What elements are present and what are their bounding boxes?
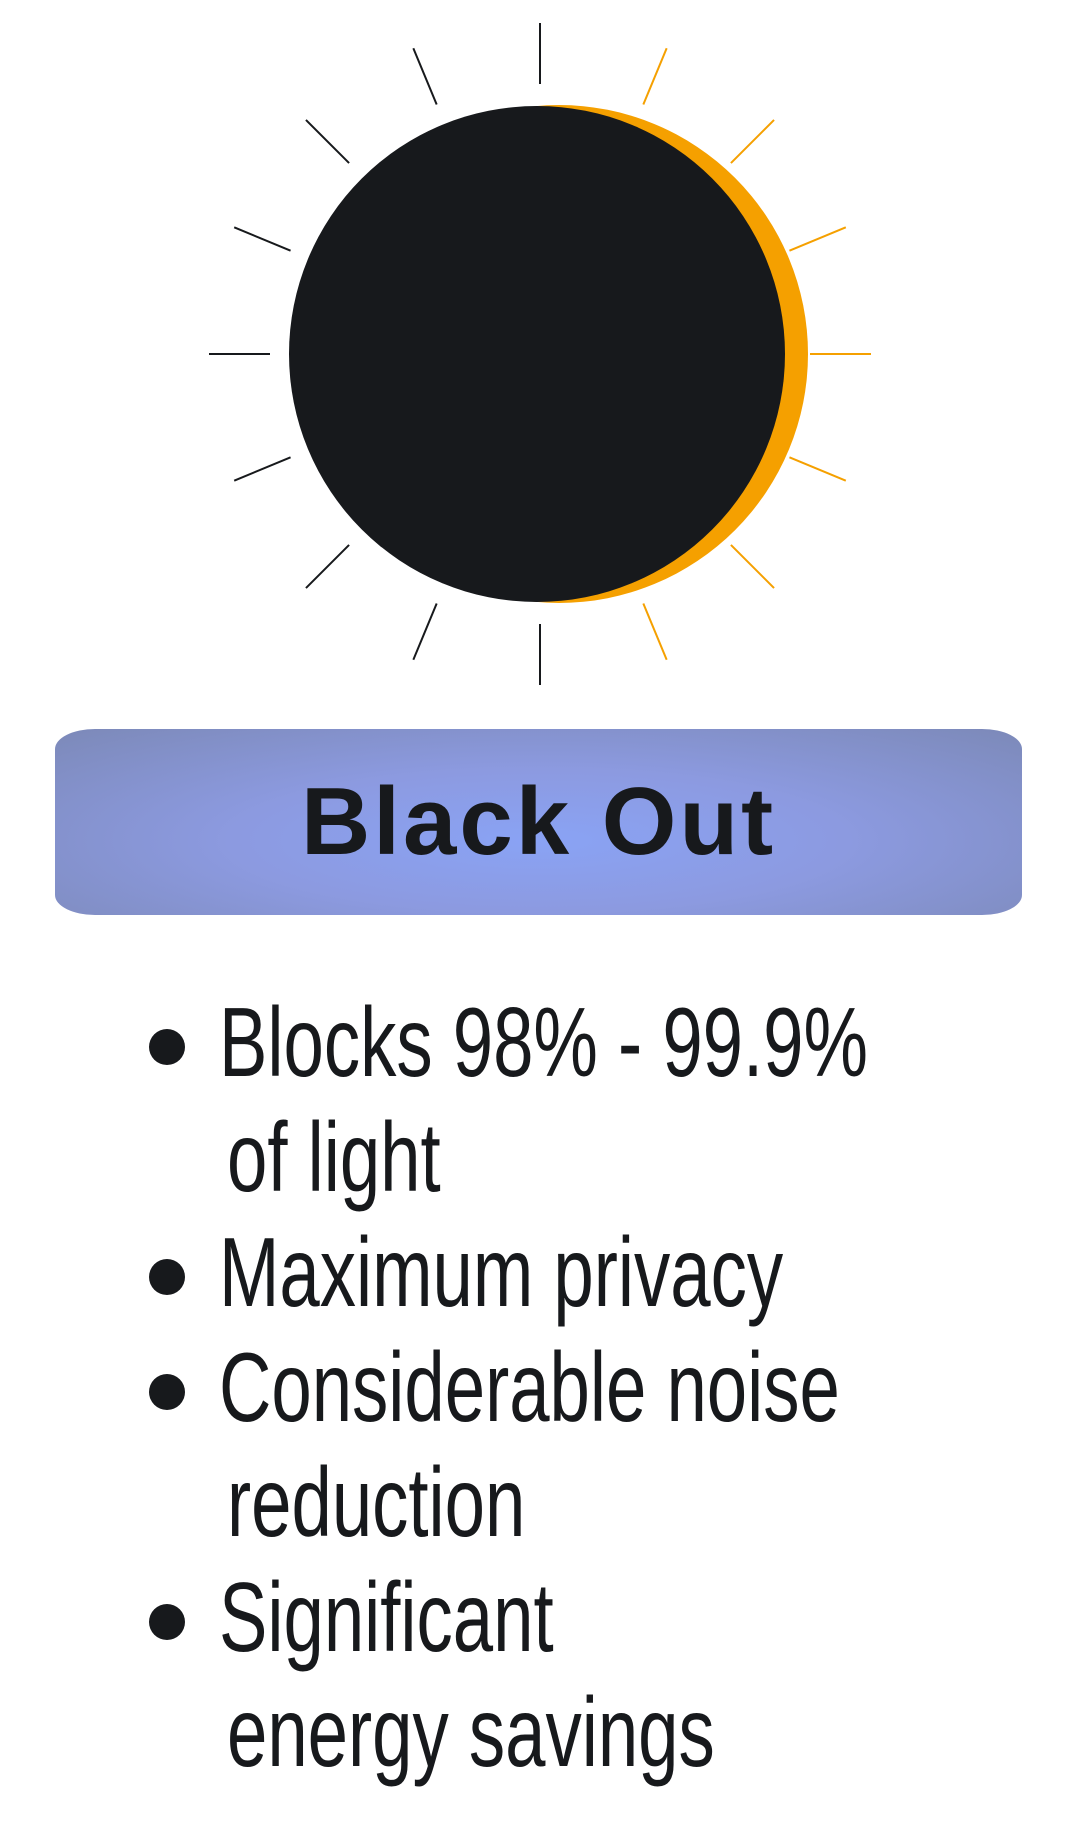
sun-ray — [789, 456, 847, 482]
bullet-icon — [149, 1029, 185, 1065]
sun-ray — [789, 226, 847, 252]
feature-text: Maximum privacy — [219, 1217, 784, 1327]
feature-list: Blocks 98% - 99.9% of light Maximum priv… — [0, 985, 1080, 1790]
sun-ray — [412, 47, 438, 105]
feature-text: reduction — [227, 1447, 526, 1557]
list-item: Blocks 98% - 99.9% of light — [149, 985, 1080, 1215]
sun-ray — [642, 603, 668, 661]
sun-ray — [730, 119, 775, 164]
list-item: Maximum privacy — [149, 1215, 1080, 1330]
list-item: Significant energy savings — [149, 1560, 1080, 1790]
feature-text: Considerable noise — [219, 1332, 840, 1442]
list-item: Considerable noise reduction — [149, 1330, 1080, 1560]
sun-ray — [412, 603, 438, 661]
sun-ray — [305, 119, 350, 164]
sun-ray — [305, 544, 350, 589]
sun-ray — [233, 226, 291, 252]
bullet-icon — [149, 1374, 185, 1410]
feature-text: energy savings — [227, 1677, 715, 1787]
bullet-icon — [149, 1259, 185, 1295]
title-banner: Black Out — [55, 729, 1022, 915]
sun-ray — [642, 47, 668, 105]
banner-title: Black Out — [300, 768, 777, 875]
eclipse-sun-icon — [209, 23, 871, 685]
sun-rays — [209, 23, 871, 685]
sun-ray — [730, 544, 775, 589]
bullet-icon — [149, 1604, 185, 1640]
feature-text: of light — [227, 1102, 441, 1212]
moon-disc — [289, 106, 785, 602]
sun-ray — [233, 456, 291, 482]
feature-text: Blocks 98% - 99.9% — [219, 987, 868, 1097]
feature-text: Significant — [219, 1562, 554, 1672]
